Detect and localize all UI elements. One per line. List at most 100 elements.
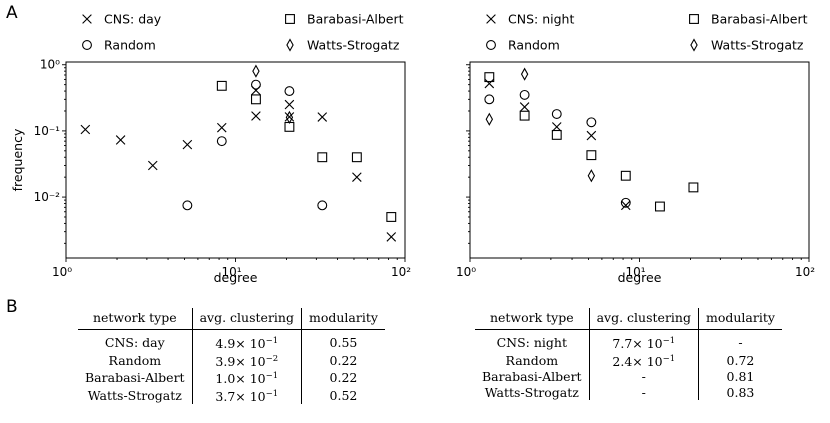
table-row: Watts-Strogatz 3.7× 10−1 0.52 xyxy=(78,386,385,405)
cell-avg-clustering: 2.4× 10−1 xyxy=(589,351,699,370)
data-point xyxy=(147,160,158,171)
data-point xyxy=(520,67,529,81)
panel-label-b: B xyxy=(6,297,18,317)
series-square xyxy=(216,80,397,222)
data-point xyxy=(251,85,261,96)
table-row: Barabasi-Albert - 0.81 xyxy=(475,369,782,385)
legend-label: Watts-Strogatz xyxy=(307,38,400,53)
data-point xyxy=(551,122,562,132)
table-header-row: network type avg. clustering modularity xyxy=(78,308,385,330)
data-point xyxy=(519,102,530,112)
cell-network-type: Barabasi-Albert xyxy=(475,369,590,385)
header-network-type: network type xyxy=(78,308,193,330)
data-point xyxy=(250,79,261,90)
cell-network-type: CNS: day xyxy=(78,329,193,352)
cell-network-type: Watts-Strogatz xyxy=(78,386,193,405)
cell-avg-clustering: 3.9× 10−2 xyxy=(192,351,302,370)
data-point xyxy=(317,152,328,163)
diamond-marker xyxy=(690,38,698,52)
data-point xyxy=(654,201,665,212)
data-point xyxy=(551,109,562,119)
table-row: CNS: day 4.9× 10−1 0.55 xyxy=(78,329,385,352)
cell-modularity: 0.22 xyxy=(329,352,358,368)
data-point xyxy=(688,182,699,193)
data-point xyxy=(115,135,126,145)
data-point xyxy=(351,152,362,163)
y-tick-label: 10⁰ xyxy=(40,58,60,72)
table-row: Watts-Strogatz - 0.83 xyxy=(475,384,782,401)
legend: CNS: day Barabasi-Albert Random Watts-Strog… xyxy=(82,12,404,53)
panel-label-a: A xyxy=(6,3,18,23)
header-avg-clustering: avg. clustering xyxy=(192,308,302,330)
data-point xyxy=(250,94,261,105)
x-axis-label: degree xyxy=(214,270,258,285)
data-point xyxy=(484,94,495,105)
cell-network-type: Random xyxy=(475,351,590,370)
data-point xyxy=(519,110,530,121)
cell-avg-clustering: 7.7× 10−1 xyxy=(589,329,699,352)
y-axis-label: frequency xyxy=(10,128,25,191)
data-point xyxy=(620,170,631,181)
cell-avg-clustering: 1.0× 10−1 xyxy=(192,369,302,387)
table-row: Random 2.4× 10−1 0.72 xyxy=(475,351,782,370)
data-point xyxy=(317,112,328,122)
x-axis-label: degree xyxy=(618,270,662,285)
x-tick-label: 10¹ xyxy=(625,265,645,279)
header-modularity: modularity xyxy=(698,308,782,330)
y-tick-label: 10⁻¹ xyxy=(34,124,61,138)
x-tick-label: 10¹ xyxy=(221,265,241,279)
series-circle xyxy=(484,89,631,208)
cell-modularity: 0.81 xyxy=(726,369,755,385)
data-point xyxy=(587,169,596,183)
cell-avg-clustering: 3.7× 10−1 xyxy=(192,386,302,405)
cell-avg-clustering: - xyxy=(589,369,699,385)
legend-label: Random xyxy=(508,38,560,53)
data-point xyxy=(519,89,530,100)
data-point xyxy=(620,197,631,208)
x-marker xyxy=(486,14,496,24)
x-tick-label: 10⁰ xyxy=(52,265,72,279)
legend-label: CNS: day xyxy=(104,12,162,27)
header-modularity: modularity xyxy=(301,308,385,330)
cell-network-type: Watts-Strogatz xyxy=(475,384,590,401)
circle-marker xyxy=(82,40,92,50)
y-tick-label: 10⁻² xyxy=(34,190,61,204)
cell-modularity: 0.55 xyxy=(329,335,358,350)
stats-table-night: network type avg. clustering modularity … xyxy=(475,308,782,401)
data-point xyxy=(284,99,295,110)
square-marker xyxy=(285,14,295,24)
cell-modularity: 0.22 xyxy=(329,370,358,386)
cell-network-type: Barabasi-Albert xyxy=(78,369,193,387)
cell-modularity: 0.52 xyxy=(329,387,358,403)
plot-frame xyxy=(65,61,406,259)
series-x xyxy=(484,78,631,211)
legend-label: Barabasi-Albert xyxy=(711,12,808,27)
data-point xyxy=(251,111,261,121)
data-point xyxy=(182,200,193,211)
table-row: Barabasi-Albert 1.0× 10−1 0.22 xyxy=(78,369,385,387)
legend-label: CNS: night xyxy=(508,12,574,27)
data-point xyxy=(484,72,495,83)
data-point xyxy=(252,64,260,78)
series-square xyxy=(484,72,699,212)
stats-table-day: network type avg. clustering modularity … xyxy=(78,308,385,405)
data-point xyxy=(386,212,397,222)
data-point xyxy=(586,117,597,128)
table-row: CNS: night 7.7× 10−1 - xyxy=(475,329,782,352)
legend-label: Random xyxy=(104,38,156,53)
data-point xyxy=(485,112,494,126)
series-x xyxy=(80,85,397,242)
x-marker xyxy=(82,14,92,24)
series-diamond xyxy=(485,67,596,183)
cell-modularity: 0.83 xyxy=(726,384,755,400)
diamond-marker xyxy=(286,38,294,52)
x-tick-label: 10² xyxy=(391,265,411,279)
scatter-plot-1: 10⁰ 10¹ 10² 10⁰ 10⁻¹ 10⁻² degree frequency CNS: … xyxy=(10,12,411,286)
series-diamond xyxy=(252,64,294,125)
x-tick-label: 10⁰ xyxy=(456,265,476,279)
series-circle xyxy=(182,79,328,211)
x-tick-label: 10² xyxy=(795,265,815,279)
data-point xyxy=(285,110,294,125)
data-point xyxy=(586,150,597,161)
